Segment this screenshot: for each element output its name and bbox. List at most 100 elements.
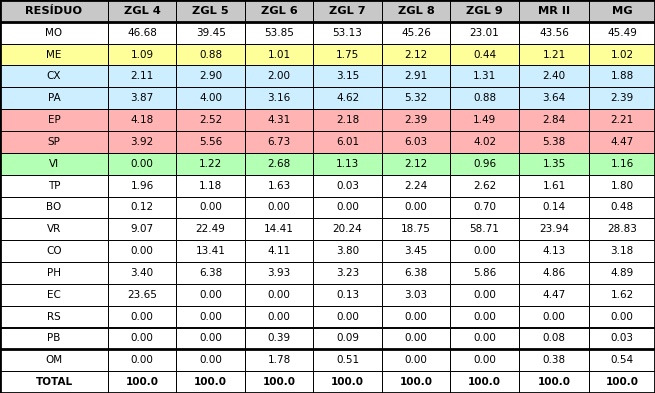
Bar <box>450 109 519 131</box>
Text: 1.62: 1.62 <box>610 290 634 300</box>
Text: 0.51: 0.51 <box>336 355 359 365</box>
Bar <box>382 22 450 44</box>
Text: 0.00: 0.00 <box>131 246 154 256</box>
Text: 4.13: 4.13 <box>542 246 566 256</box>
Text: 22.49: 22.49 <box>196 224 225 234</box>
Text: 6.01: 6.01 <box>336 137 359 147</box>
Text: 1.35: 1.35 <box>542 159 566 169</box>
Text: 5.56: 5.56 <box>199 137 222 147</box>
Bar <box>0 0 108 22</box>
Text: 2.52: 2.52 <box>199 115 222 125</box>
Text: 0.44: 0.44 <box>473 50 496 60</box>
Bar <box>519 371 590 393</box>
Text: 0.00: 0.00 <box>268 290 291 300</box>
Text: 4.18: 4.18 <box>130 115 154 125</box>
Text: CX: CX <box>47 72 61 81</box>
Bar <box>590 22 655 44</box>
Text: 3.15: 3.15 <box>336 72 359 81</box>
Text: 18.75: 18.75 <box>401 224 431 234</box>
Text: 0.00: 0.00 <box>473 290 496 300</box>
Bar <box>245 109 313 131</box>
Bar <box>382 0 450 22</box>
Text: 3.92: 3.92 <box>130 137 154 147</box>
Text: 53.13: 53.13 <box>333 28 362 38</box>
Bar <box>382 240 450 262</box>
Text: PH: PH <box>47 268 61 278</box>
Text: OM: OM <box>45 355 62 365</box>
Bar <box>245 131 313 153</box>
Text: 6.38: 6.38 <box>404 268 428 278</box>
Bar <box>176 0 245 22</box>
Bar <box>313 87 382 109</box>
Text: 0.00: 0.00 <box>405 202 428 213</box>
Text: 13.41: 13.41 <box>196 246 225 256</box>
Bar <box>313 131 382 153</box>
Bar <box>176 262 245 284</box>
Bar <box>519 0 590 22</box>
Bar <box>450 87 519 109</box>
Text: 46.68: 46.68 <box>127 28 157 38</box>
Text: ZGL 9: ZGL 9 <box>466 6 503 16</box>
Bar <box>176 22 245 44</box>
Bar <box>176 153 245 174</box>
Text: 0.00: 0.00 <box>199 333 222 343</box>
Bar <box>590 371 655 393</box>
Bar <box>519 44 590 66</box>
Bar <box>176 131 245 153</box>
Bar <box>590 219 655 240</box>
Bar <box>313 240 382 262</box>
Bar <box>245 349 313 371</box>
Text: VR: VR <box>47 224 61 234</box>
Text: 2.62: 2.62 <box>473 180 496 191</box>
Text: 4.86: 4.86 <box>542 268 566 278</box>
Text: 3.45: 3.45 <box>404 246 428 256</box>
Text: 0.03: 0.03 <box>336 180 359 191</box>
Bar <box>382 66 450 87</box>
Bar <box>245 22 313 44</box>
Text: 0.88: 0.88 <box>473 93 496 103</box>
Text: 6.03: 6.03 <box>405 137 428 147</box>
Bar <box>245 219 313 240</box>
Bar <box>519 66 590 87</box>
Bar <box>0 44 108 66</box>
Bar <box>519 87 590 109</box>
Text: 0.00: 0.00 <box>131 312 154 321</box>
Bar <box>313 262 382 284</box>
Bar <box>0 219 108 240</box>
Text: 2.39: 2.39 <box>610 93 634 103</box>
Bar <box>0 109 108 131</box>
Text: EC: EC <box>47 290 61 300</box>
Bar <box>313 219 382 240</box>
Text: 0.00: 0.00 <box>268 202 291 213</box>
Bar <box>590 174 655 196</box>
Text: 0.14: 0.14 <box>542 202 566 213</box>
Bar <box>590 196 655 219</box>
Text: 5.86: 5.86 <box>473 268 496 278</box>
Bar <box>590 327 655 349</box>
Text: 1.75: 1.75 <box>336 50 359 60</box>
Bar <box>245 196 313 219</box>
Text: 1.18: 1.18 <box>199 180 222 191</box>
Text: 0.00: 0.00 <box>473 312 496 321</box>
Text: 43.56: 43.56 <box>539 28 569 38</box>
Bar <box>519 327 590 349</box>
Text: 1.31: 1.31 <box>473 72 496 81</box>
Bar <box>245 174 313 196</box>
Text: 0.00: 0.00 <box>611 312 633 321</box>
Bar <box>313 22 382 44</box>
Bar <box>176 240 245 262</box>
Text: 100.0: 100.0 <box>194 377 227 387</box>
Text: 0.00: 0.00 <box>268 312 291 321</box>
Text: 0.00: 0.00 <box>199 312 222 321</box>
Bar <box>450 306 519 327</box>
Bar <box>450 284 519 306</box>
Text: 0.00: 0.00 <box>543 312 565 321</box>
Text: 3.16: 3.16 <box>267 93 291 103</box>
Text: 4.00: 4.00 <box>199 93 222 103</box>
Text: 0.00: 0.00 <box>473 355 496 365</box>
Bar <box>519 196 590 219</box>
Bar <box>382 196 450 219</box>
Bar <box>313 44 382 66</box>
Text: 23.65: 23.65 <box>127 290 157 300</box>
Bar <box>519 349 590 371</box>
